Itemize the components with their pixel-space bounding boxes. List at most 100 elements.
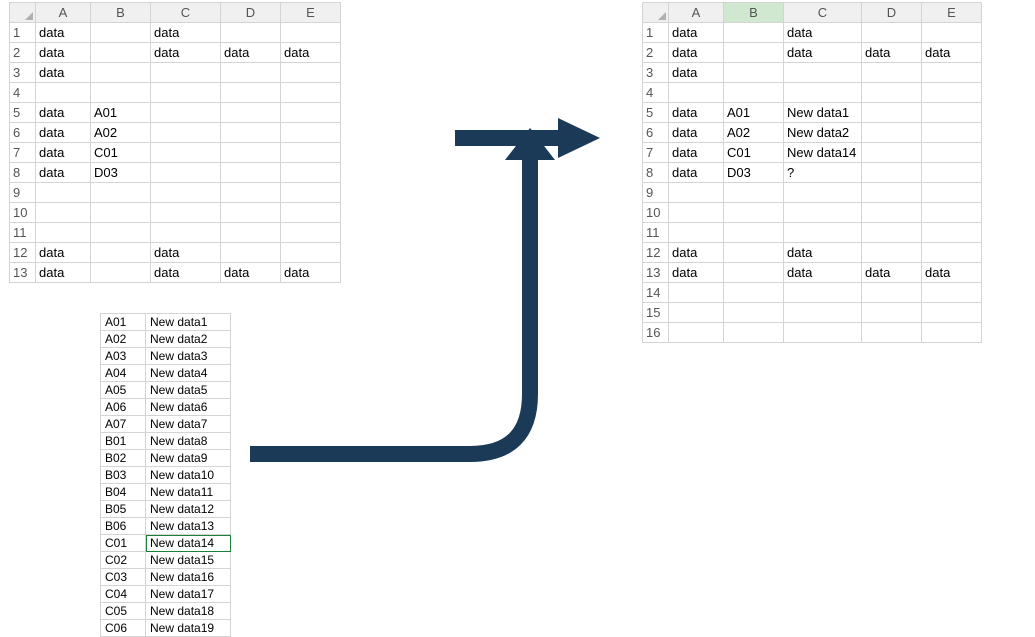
row-header[interactable]: 10 <box>643 203 669 223</box>
cell[interactable] <box>36 83 91 103</box>
cell[interactable] <box>922 163 982 183</box>
row-header[interactable]: 11 <box>643 223 669 243</box>
cell[interactable]: data <box>784 43 862 63</box>
cell[interactable] <box>281 243 341 263</box>
row-header[interactable]: 7 <box>643 143 669 163</box>
cell[interactable] <box>151 223 221 243</box>
cell[interactable]: A02 <box>724 123 784 143</box>
cell[interactable] <box>862 283 922 303</box>
cell[interactable]: data <box>669 263 724 283</box>
cell[interactable]: data <box>36 23 91 43</box>
column-header[interactable]: A <box>669 3 724 23</box>
cell[interactable] <box>784 223 862 243</box>
row-header[interactable]: 13 <box>10 263 36 283</box>
cell[interactable]: data <box>221 43 281 63</box>
cell[interactable] <box>922 183 982 203</box>
cell[interactable]: A02 <box>91 123 151 143</box>
cell[interactable] <box>862 183 922 203</box>
cell[interactable] <box>724 243 784 263</box>
cell[interactable] <box>862 323 922 343</box>
cell[interactable] <box>922 123 982 143</box>
cell[interactable] <box>36 223 91 243</box>
cell[interactable] <box>91 243 151 263</box>
cell[interactable] <box>922 283 982 303</box>
cell[interactable]: New data1 <box>784 103 862 123</box>
row-header[interactable]: 13 <box>643 263 669 283</box>
cell[interactable] <box>36 203 91 223</box>
cell[interactable] <box>724 303 784 323</box>
cell[interactable] <box>862 223 922 243</box>
row-header[interactable]: 12 <box>10 243 36 263</box>
row-header[interactable]: 9 <box>10 183 36 203</box>
row-header[interactable]: 1 <box>643 23 669 43</box>
cell[interactable] <box>784 303 862 323</box>
cell[interactable] <box>221 23 281 43</box>
cell[interactable] <box>151 83 221 103</box>
row-header[interactable]: 6 <box>643 123 669 143</box>
cell[interactable] <box>221 63 281 83</box>
column-header[interactable]: C <box>784 3 862 23</box>
cell[interactable]: data <box>151 43 221 63</box>
cell[interactable]: data <box>922 43 982 63</box>
cell[interactable] <box>724 203 784 223</box>
cell[interactable] <box>151 203 221 223</box>
cell[interactable] <box>151 163 221 183</box>
cell[interactable] <box>221 163 281 183</box>
cell[interactable] <box>862 23 922 43</box>
cell[interactable] <box>922 83 982 103</box>
cell[interactable]: A01 <box>724 103 784 123</box>
row-header[interactable]: 10 <box>10 203 36 223</box>
row-header[interactable]: 15 <box>643 303 669 323</box>
column-header[interactable]: A <box>36 3 91 23</box>
cell[interactable] <box>91 203 151 223</box>
cell[interactable]: data <box>36 243 91 263</box>
cell[interactable] <box>281 163 341 183</box>
cell[interactable] <box>151 123 221 143</box>
cell[interactable]: data <box>862 263 922 283</box>
cell[interactable] <box>91 263 151 283</box>
cell[interactable] <box>862 103 922 123</box>
cell[interactable] <box>724 183 784 203</box>
cell[interactable] <box>724 283 784 303</box>
cell[interactable] <box>36 183 91 203</box>
cell[interactable]: data <box>669 23 724 43</box>
row-header[interactable]: 2 <box>643 43 669 63</box>
row-header[interactable]: 4 <box>643 83 669 103</box>
cell[interactable]: data <box>36 43 91 63</box>
cell[interactable] <box>281 23 341 43</box>
cell[interactable] <box>922 103 982 123</box>
cell[interactable] <box>862 303 922 323</box>
cell[interactable] <box>151 183 221 203</box>
column-header[interactable]: D <box>862 3 922 23</box>
cell[interactable]: data <box>669 123 724 143</box>
cell[interactable] <box>784 203 862 223</box>
cell[interactable]: data <box>36 103 91 123</box>
cell[interactable] <box>281 223 341 243</box>
column-header[interactable]: B <box>91 3 151 23</box>
cell[interactable] <box>862 203 922 223</box>
cell[interactable] <box>724 223 784 243</box>
cell[interactable] <box>91 23 151 43</box>
cell[interactable] <box>221 203 281 223</box>
cell[interactable] <box>669 303 724 323</box>
cell[interactable] <box>669 183 724 203</box>
cell[interactable]: data <box>669 143 724 163</box>
row-header[interactable]: 8 <box>10 163 36 183</box>
column-header[interactable]: B <box>724 3 784 23</box>
row-header[interactable]: 1 <box>10 23 36 43</box>
cell[interactable]: data <box>36 123 91 143</box>
cell[interactable]: New data2 <box>784 123 862 143</box>
cell[interactable]: C01 <box>724 143 784 163</box>
cell[interactable] <box>221 243 281 263</box>
cell[interactable] <box>91 43 151 63</box>
row-header[interactable]: 8 <box>643 163 669 183</box>
cell[interactable] <box>221 143 281 163</box>
cell[interactable] <box>724 263 784 283</box>
cell[interactable]: data <box>36 163 91 183</box>
cell[interactable] <box>151 63 221 83</box>
cell[interactable] <box>151 103 221 123</box>
cell[interactable]: D03 <box>91 163 151 183</box>
cell[interactable] <box>669 83 724 103</box>
row-header[interactable]: 5 <box>10 103 36 123</box>
cell[interactable] <box>669 203 724 223</box>
